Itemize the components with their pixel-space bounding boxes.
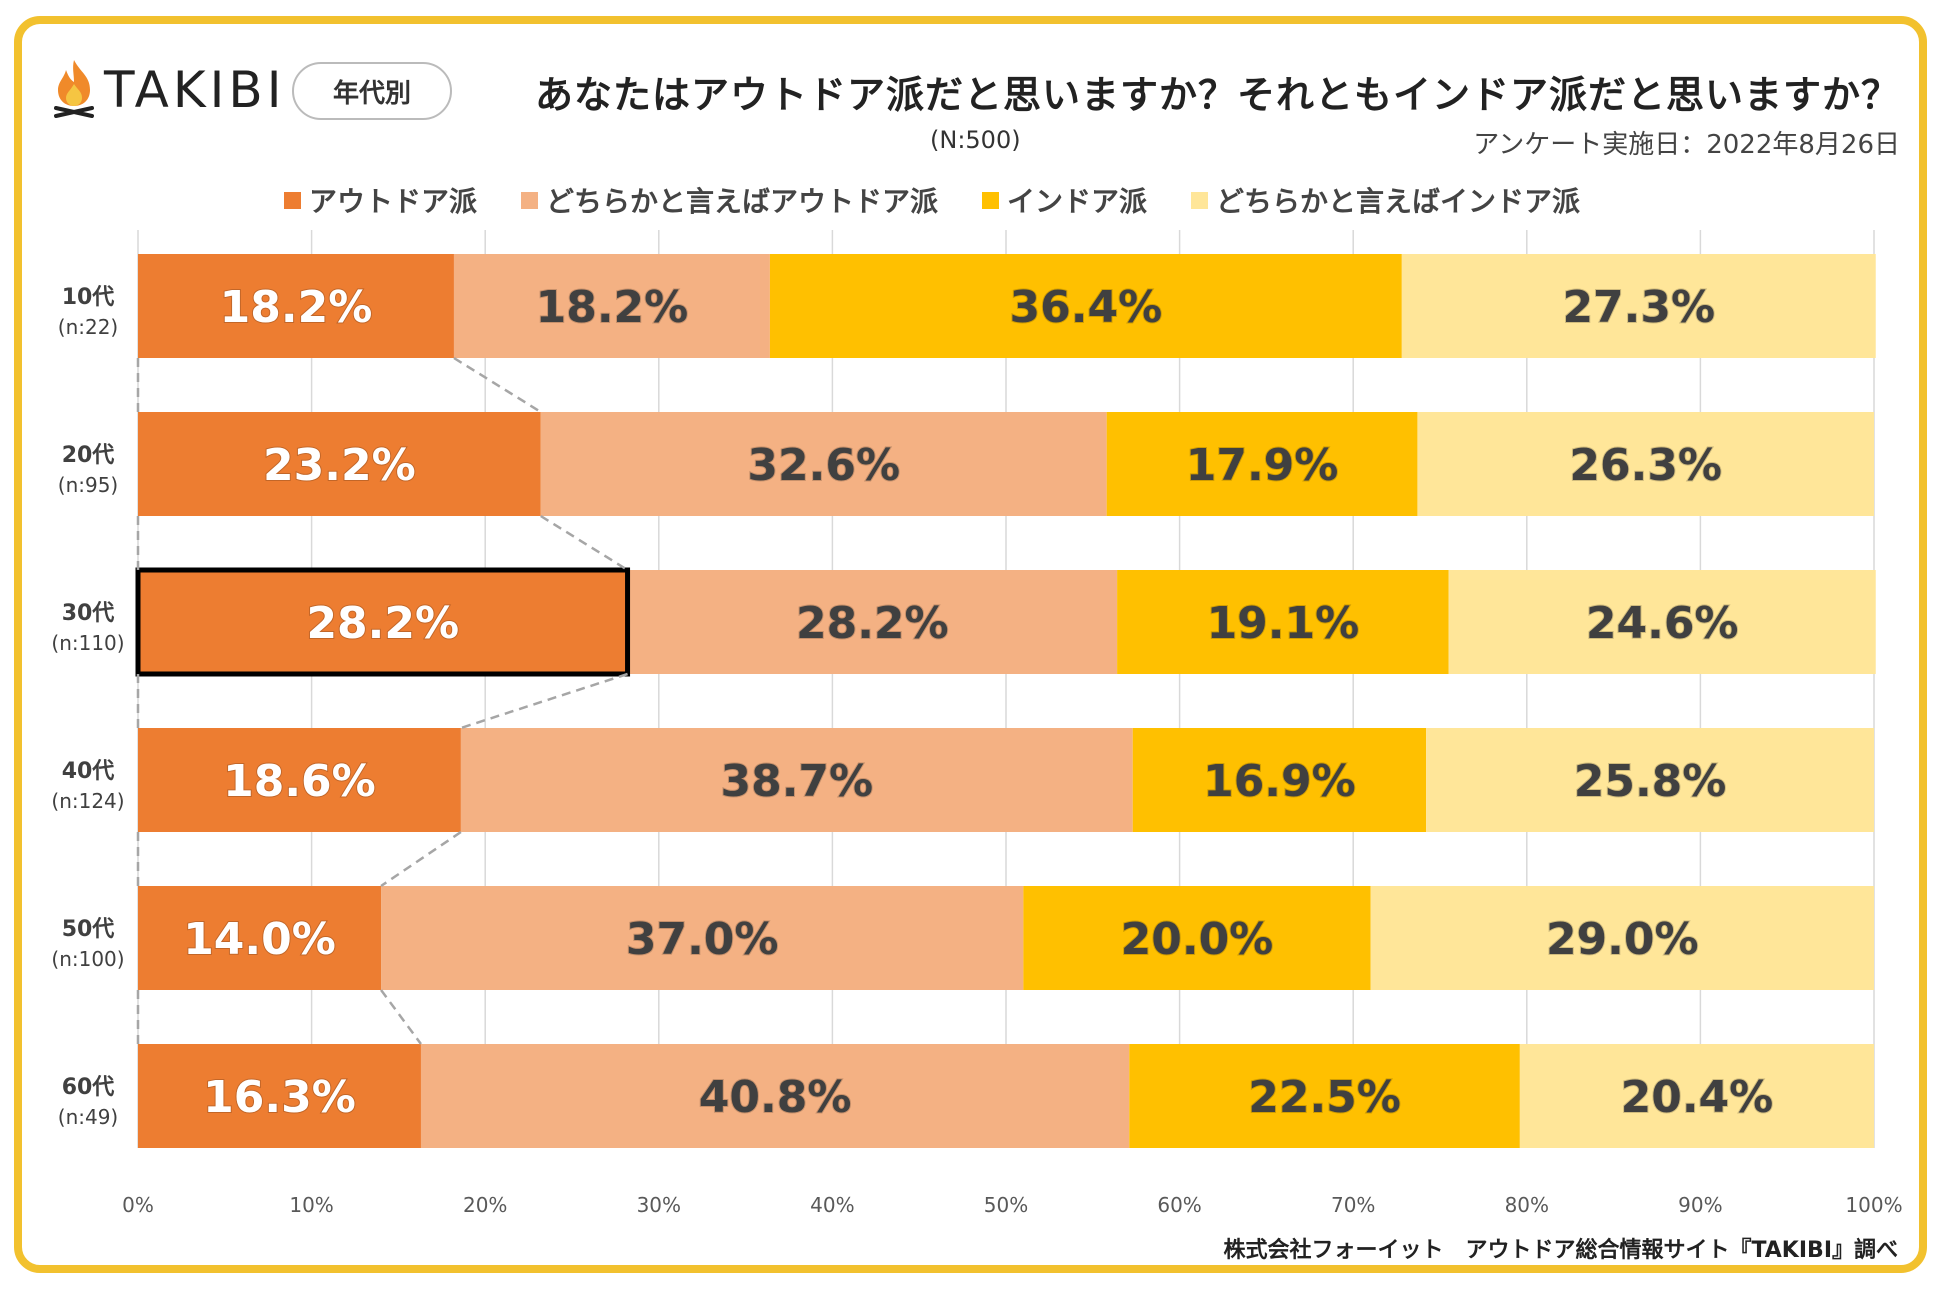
data-label: 36.4% — [1010, 282, 1163, 333]
category-sublabel: (n:124) — [51, 789, 124, 813]
x-tick-label: 90% — [1678, 1193, 1722, 1217]
x-tick-label: 0% — [122, 1193, 154, 1217]
data-label: 23.2% — [263, 440, 416, 491]
sample-size: (N:500) — [930, 126, 1021, 154]
data-label: 14.0% — [183, 914, 336, 965]
bar-segment — [1448, 570, 1876, 674]
takibi-logo: TAKIBI — [52, 58, 285, 122]
data-label: 32.6% — [747, 440, 900, 491]
chart-title: あなたはアウトドア派だと思いますか？それともインドア派だと思いますか？ — [534, 73, 1900, 117]
legend-label: インドア派 — [1007, 185, 1148, 218]
x-tick-label: 70% — [1331, 1193, 1375, 1217]
highlight-box — [135, 567, 631, 677]
data-label: 24.6% — [1586, 598, 1739, 649]
source-credit: 株式会社フォーイット アウトドア総合情報サイト『TAKIBI』調べ — [1223, 1238, 1898, 1263]
bar-segment — [1401, 254, 1876, 358]
category-sublabel: (n:22) — [58, 315, 118, 339]
bar-segment — [138, 570, 628, 674]
x-tick-label: 30% — [637, 1193, 681, 1217]
data-label: 38.7% — [720, 756, 873, 807]
x-tick-label: 40% — [810, 1193, 854, 1217]
bar-segment — [1023, 886, 1371, 990]
bar-segment — [453, 254, 770, 358]
data-label: 18.6% — [223, 756, 376, 807]
category-sublabel: (n:95) — [58, 473, 118, 497]
x-tick-label: 50% — [984, 1193, 1028, 1217]
legend-label: どちらかと言えばインドア派 — [1216, 185, 1581, 218]
bar-segment — [381, 886, 1024, 990]
data-label: 19.1% — [1207, 598, 1360, 649]
category-label: 20代 — [62, 443, 115, 468]
campfire-icon — [52, 58, 96, 122]
category-label: 10代 — [62, 285, 115, 310]
data-label: 37.0% — [626, 914, 779, 965]
data-label: 16.9% — [1203, 756, 1356, 807]
bar-segment — [1117, 570, 1449, 674]
data-label: 25.8% — [1574, 756, 1727, 807]
x-tick-label: 80% — [1505, 1193, 1549, 1217]
series-line — [540, 514, 629, 572]
bar-segment — [1519, 1044, 1874, 1148]
category-label: 60代 — [62, 1075, 115, 1100]
category-sublabel: (n:49) — [58, 1105, 118, 1129]
bar-segment — [1106, 412, 1418, 516]
bar-segment — [540, 412, 1107, 516]
legend-item: どちらかと言えばアウトドア派 — [521, 180, 938, 220]
category-sublabel: (n:110) — [51, 631, 124, 655]
bar-segment — [1132, 728, 1427, 832]
legend-label: どちらかと言えばアウトドア派 — [546, 185, 939, 218]
bar-segment — [420, 1044, 1130, 1148]
bar-segment — [138, 728, 461, 832]
data-label: 17.9% — [1186, 440, 1339, 491]
category-label: 40代 — [62, 759, 115, 784]
chart-legend: アウトドア派 どちらかと言えばアウトドア派 インドア派 どちらかと言えばインドア… — [284, 180, 1580, 220]
data-label: 28.2% — [306, 598, 459, 649]
bar-segment — [1417, 412, 1874, 516]
data-label: 20.0% — [1121, 914, 1274, 965]
category-sublabel: (n:100) — [51, 947, 124, 971]
legend-swatch — [284, 191, 301, 209]
logo-text: TAKIBI — [104, 61, 286, 119]
data-label: 18.2% — [220, 282, 373, 333]
series-line — [380, 830, 462, 888]
data-label: 20.4% — [1621, 1072, 1774, 1123]
data-label: 27.3% — [1562, 282, 1715, 333]
legend-label: アウトドア派 — [309, 185, 478, 218]
x-tick-label: 10% — [289, 1193, 333, 1217]
series-line — [380, 989, 422, 1045]
age-group-badge: 年代別 — [292, 62, 452, 120]
bar-segment — [460, 728, 1133, 832]
legend-item: インドア派 — [982, 180, 1147, 220]
category-label: 50代 — [62, 917, 115, 942]
x-tick-label: 60% — [1157, 1193, 1201, 1217]
data-label: 22.5% — [1248, 1072, 1401, 1123]
survey-date: アンケート実施日：2022年8月26日 — [1473, 130, 1900, 160]
data-label: 29.0% — [1546, 914, 1699, 965]
bar-segment — [1129, 1044, 1520, 1148]
legend-swatch — [521, 191, 539, 209]
legend-swatch — [982, 191, 1000, 209]
data-label: 28.2% — [796, 598, 949, 649]
x-tick-label: 100% — [1845, 1193, 1902, 1217]
x-tick-label: 20% — [463, 1193, 507, 1217]
bar-segment — [1426, 728, 1874, 832]
series-line — [453, 356, 542, 414]
bar-segment — [1370, 886, 1874, 990]
legend-item: アウトドア派 — [284, 180, 477, 220]
bar-segment — [627, 570, 1118, 674]
data-label: 26.3% — [1569, 440, 1722, 491]
bar-segment — [769, 254, 1402, 358]
category-label: 30代 — [62, 601, 115, 626]
bar-segment — [138, 1044, 421, 1148]
bar-segment — [138, 886, 382, 990]
data-label: 40.8% — [699, 1072, 852, 1123]
bar-segment — [138, 254, 454, 358]
data-label: 16.3% — [203, 1072, 356, 1123]
bar-segment — [138, 412, 541, 516]
legend-item: どちらかと言えばインドア派 — [1191, 180, 1580, 220]
data-label: 18.2% — [536, 282, 689, 333]
legend-swatch — [1191, 191, 1209, 209]
